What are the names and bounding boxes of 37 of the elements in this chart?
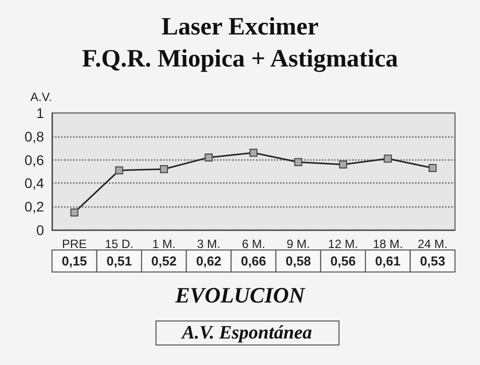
data-label: 0,66 [240,254,266,268]
x-tick-label: 3 M. [197,237,220,251]
x-tick-label: 12 M. [328,237,358,251]
x-axis-title: EVOLUCION [174,282,306,308]
y-tick-label: 0,6 [24,152,44,168]
y-axis-title: A.V. [30,90,52,104]
y-tick-label: 1 [36,105,44,121]
y-tick-label: 0,8 [24,128,44,144]
point [115,166,124,174]
point [294,158,302,166]
data-label: 0,58 [286,254,311,268]
point [250,148,258,157]
point [160,165,168,174]
x-tick-label: 15 D. [104,237,134,251]
data-label: 0,52 [151,254,177,268]
point [384,154,392,163]
y-tick-label: 0 [36,222,44,238]
x-tick-label: 6 M. [242,237,266,251]
point [339,160,348,168]
y-tick-label: 0,4 [24,175,44,192]
data-label: 0,51 [106,254,132,268]
y-tick-label: 0,2 [24,198,44,215]
chart-title: Laser Excimer F.Q.R. Miopica + Astigmatica [82,14,399,72]
point [70,208,78,216]
x-tick-label: 9 M. [286,237,310,251]
x-tick-label: PRE [62,237,87,251]
data-label: 0,62 [196,254,222,268]
data-label: 0,53 [420,254,446,268]
x-tick-label: 1 M. [152,237,176,251]
x-tick-label: 24 M. [418,237,448,251]
data-label: 0,56 [330,254,356,268]
x-tick-label: 18 M. [372,237,403,251]
point [204,153,213,162]
text: A.V. Espontánea [180,322,313,344]
data-label: 0,15 [62,254,88,268]
data-label: 0,61 [375,254,400,268]
point [428,164,437,172]
